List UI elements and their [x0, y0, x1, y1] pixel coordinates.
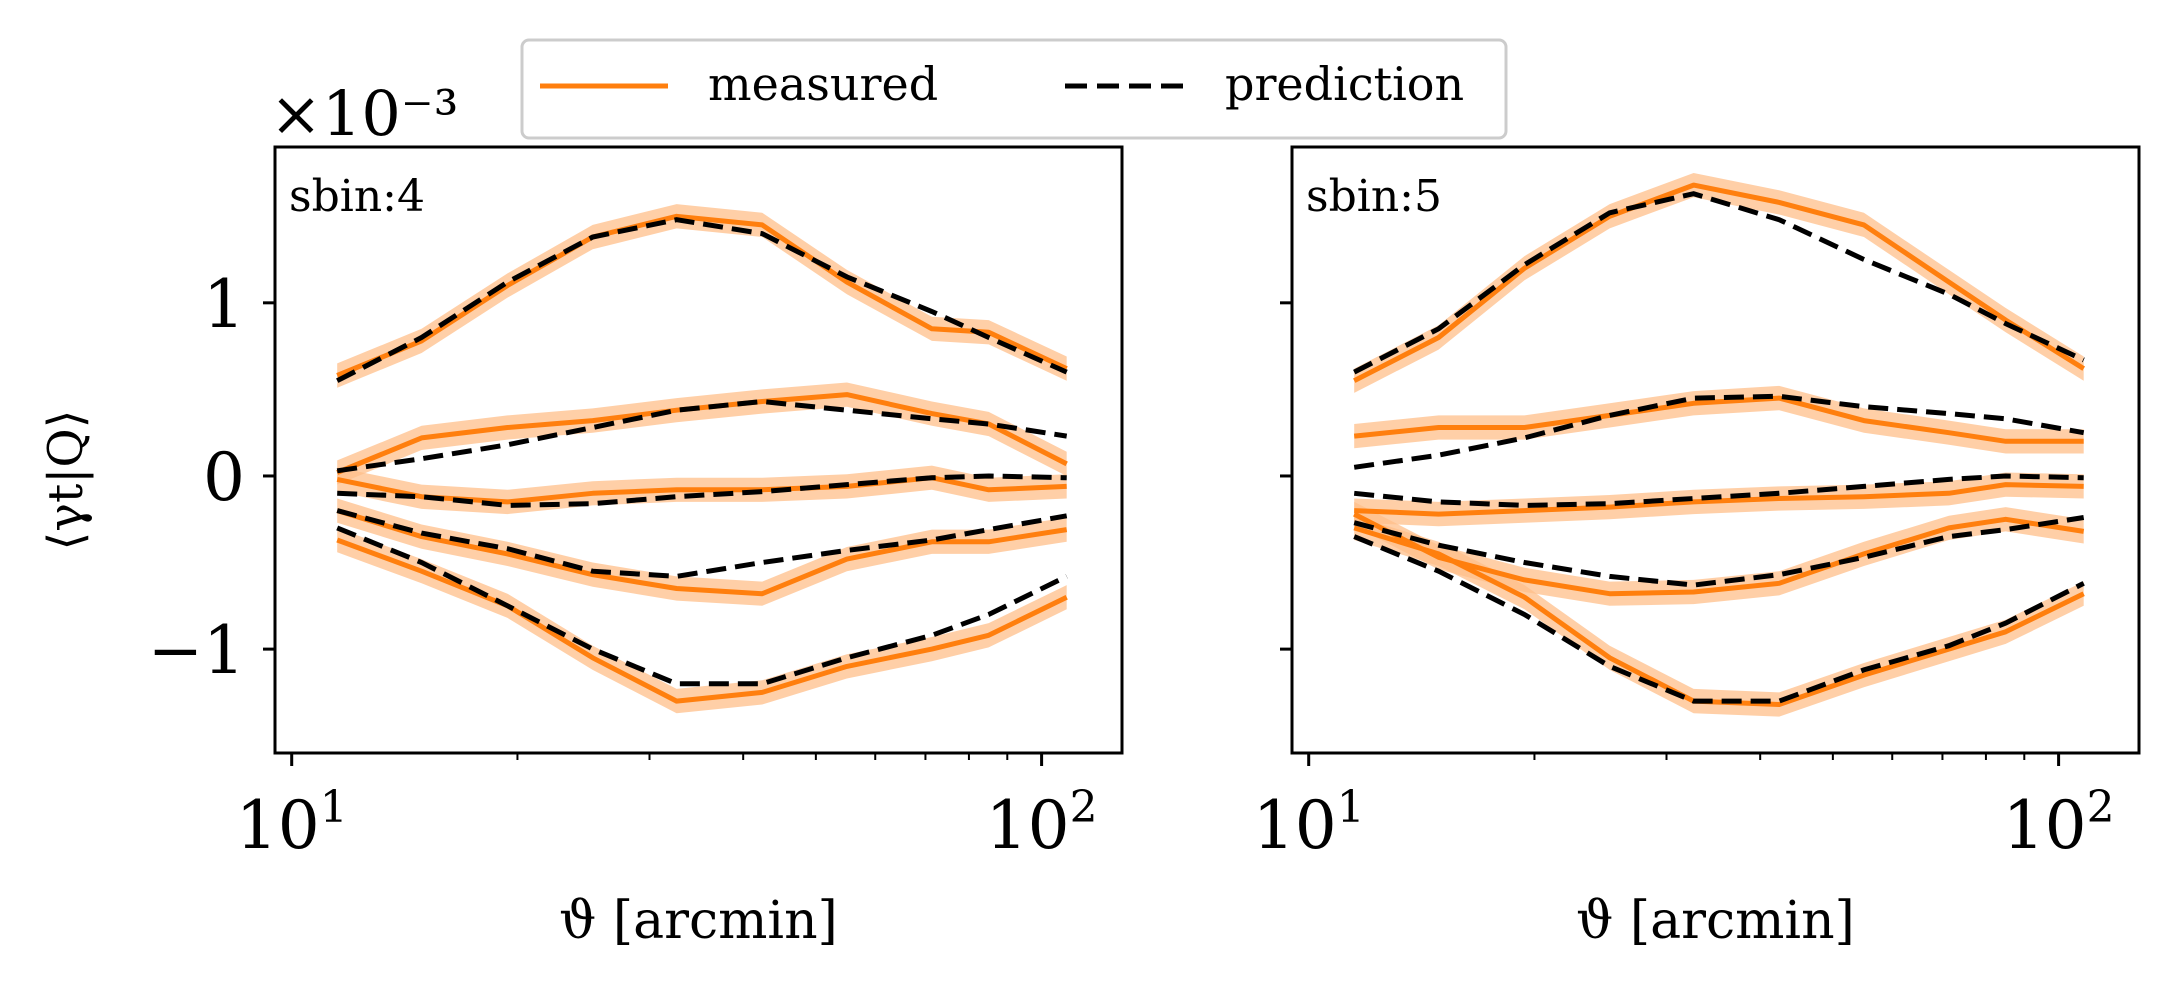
plot-frame	[273, 145, 1124, 755]
panel-label: sbin:5	[1306, 171, 1442, 222]
y-axis-label: ⟨γt|Q⟩	[38, 410, 94, 551]
measured-line-4	[336, 508, 1068, 597]
x-tick-exponent: 2	[2087, 782, 2115, 833]
x-axis-label: ϑ [arcmin]	[559, 891, 838, 951]
measured-band-5	[1354, 515, 2084, 717]
measured-line-3	[1354, 482, 2084, 517]
x-tick-exponent: 2	[1070, 782, 1098, 833]
measured-band-2	[337, 382, 1067, 485]
prediction-line-3	[1353, 473, 2084, 508]
legend-frame	[520, 38, 1508, 140]
measured-band-1	[1354, 173, 2084, 393]
measured-band-4	[337, 498, 1067, 606]
y-tick-label: 1	[203, 266, 245, 343]
measured-band-1	[337, 204, 1067, 388]
y-tick-label: −1	[148, 612, 245, 689]
prediction-line-5	[1353, 534, 2085, 704]
prediction-line-2	[336, 398, 1068, 474]
measured-band-2	[1354, 385, 2084, 454]
x-tick-label: 102	[2003, 782, 2115, 864]
measured-line-2	[1353, 395, 2084, 444]
x-axis-label: ϑ [arcmin]	[1576, 891, 1855, 951]
y-exponent-label: ×10⁻³	[270, 77, 458, 150]
x-tick-label: 101	[236, 782, 348, 864]
measured-band-5	[337, 527, 1067, 714]
plot-frame	[1290, 145, 2141, 755]
x-tick-base: 10	[2003, 787, 2087, 864]
legend-measured-label: measured	[708, 57, 938, 111]
prediction-line-3	[337, 473, 1067, 508]
prediction-line-4	[1353, 515, 2085, 588]
legend-prediction-label: prediction	[1225, 57, 1464, 111]
measured-line-1	[336, 213, 1068, 378]
x-tick-label: 101	[1253, 782, 1365, 864]
legend: measured prediction	[520, 38, 1508, 140]
panel-label: sbin:4	[289, 171, 425, 222]
x-tick-base: 10	[1253, 787, 1337, 864]
prediction-line-1	[336, 217, 1068, 383]
prediction-line-2	[1353, 393, 2085, 470]
x-tick-base: 10	[986, 787, 1070, 864]
prediction-line-5	[336, 525, 1068, 687]
x-tick-label: 102	[986, 782, 1098, 864]
measured-line-4	[1353, 511, 2085, 597]
prediction-line-4	[336, 508, 1068, 579]
prediction-line-1	[1353, 191, 2085, 375]
x-tick-exponent: 1	[1337, 782, 1365, 833]
measured-line-5	[336, 537, 1068, 704]
y-tick-label: 0	[203, 439, 245, 516]
measured-line-1	[1353, 182, 2086, 383]
x-tick-base: 10	[236, 787, 320, 864]
x-tick-exponent: 1	[320, 782, 348, 833]
